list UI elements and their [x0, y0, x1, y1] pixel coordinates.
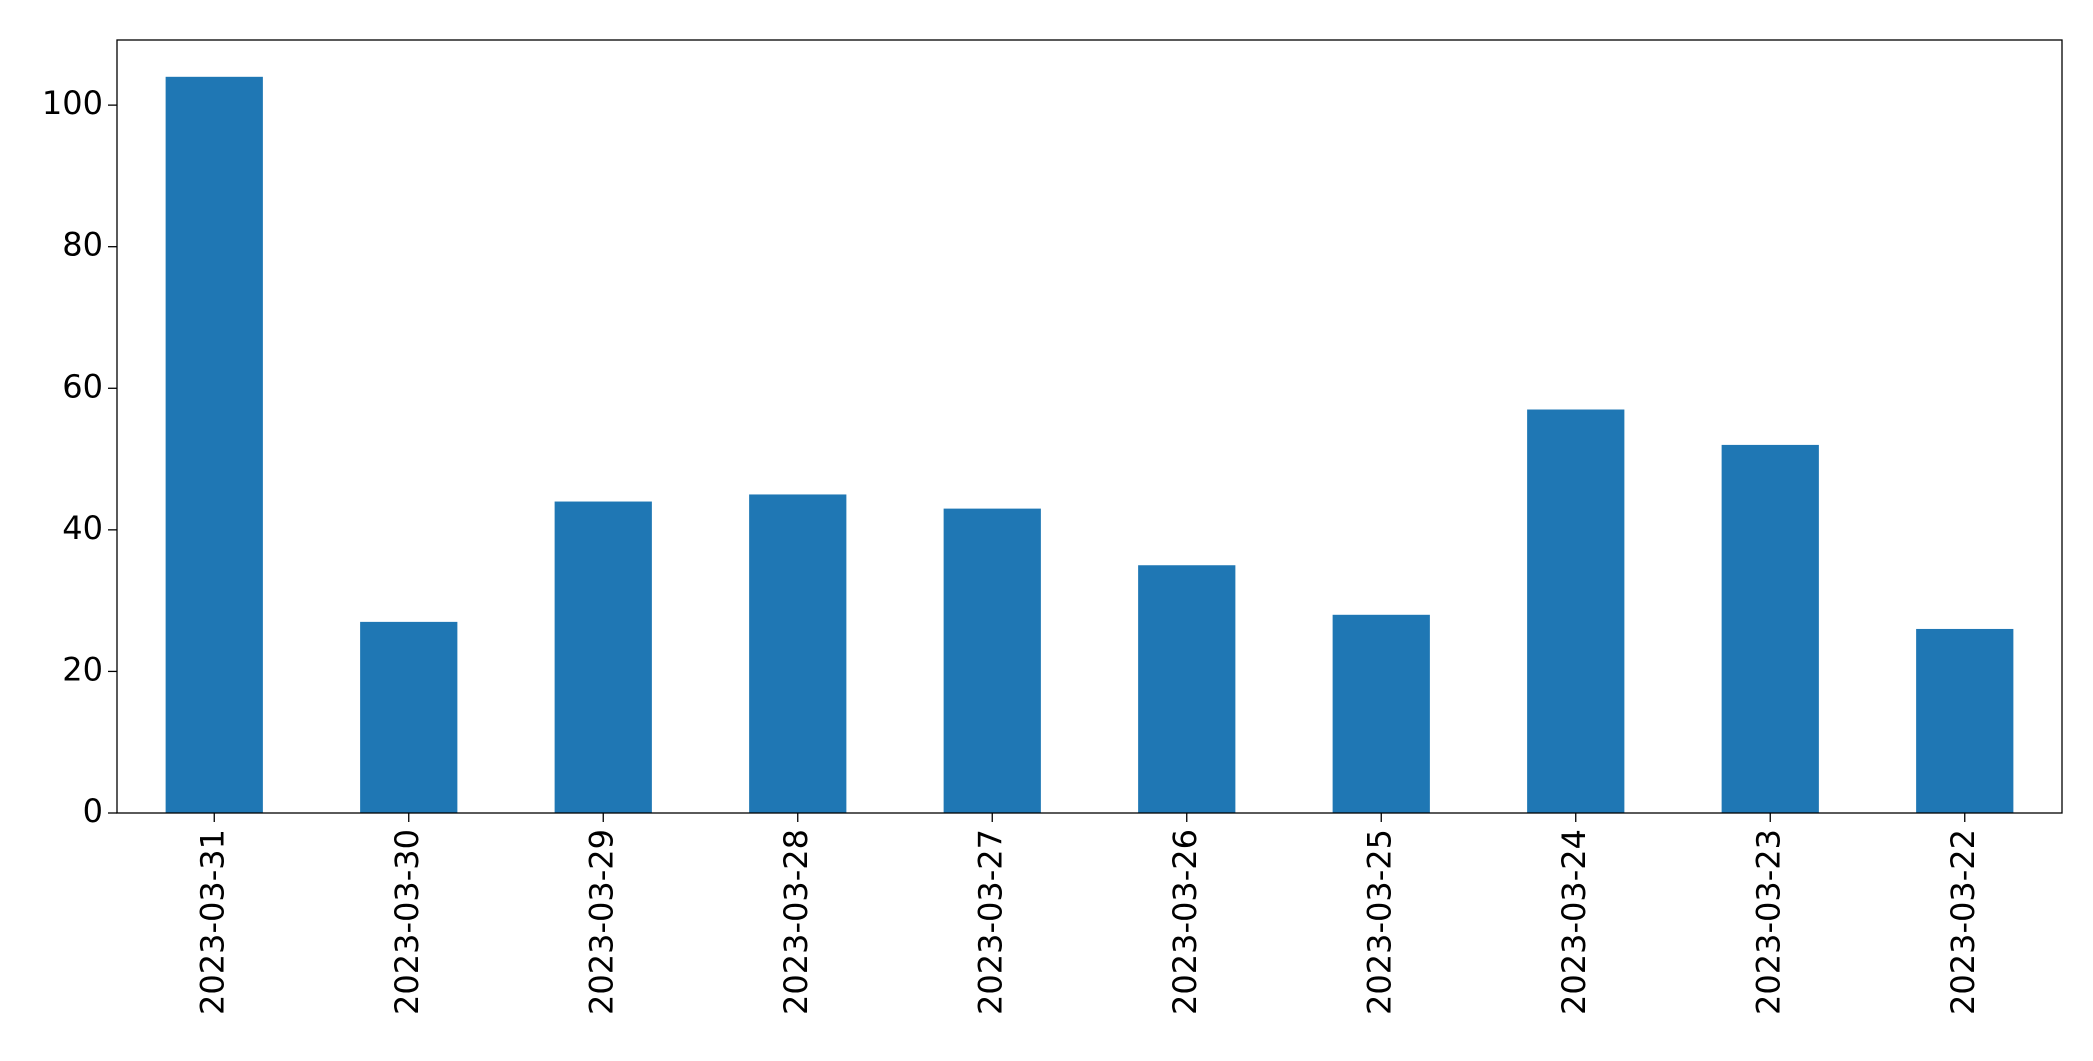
bar — [749, 494, 847, 813]
y-tick-label: 60 — [62, 367, 103, 405]
x-tick-label: 2023-03-26 — [1166, 829, 1204, 1015]
bar — [554, 501, 652, 813]
y-tick-label: 100 — [42, 84, 103, 122]
x-tick-label: 2023-03-22 — [1944, 829, 1982, 1015]
x-tick-label: 2023-03-27 — [971, 829, 1009, 1015]
x-tick-label: 2023-03-31 — [193, 829, 231, 1015]
bar — [1527, 409, 1625, 813]
x-tick-label: 2023-03-29 — [582, 829, 620, 1015]
x-tick-label: 2023-03-28 — [777, 829, 815, 1015]
bar — [360, 621, 458, 813]
bar — [1138, 565, 1236, 813]
y-tick-label: 0 — [83, 792, 103, 830]
y-tick-label: 80 — [62, 226, 103, 264]
bar — [1916, 628, 2014, 813]
x-tick-label: 2023-03-24 — [1555, 829, 1593, 1015]
x-tick-label: 2023-03-25 — [1360, 829, 1398, 1015]
bar — [943, 508, 1041, 813]
y-tick-label: 40 — [62, 509, 103, 547]
bar — [1721, 444, 1819, 813]
x-tick-label: 2023-03-23 — [1749, 829, 1787, 1015]
plot-frame — [116, 39, 2063, 814]
x-tick-label: 2023-03-30 — [388, 829, 426, 1015]
y-tick-label: 20 — [62, 650, 103, 688]
bar — [1332, 614, 1430, 813]
bar — [165, 76, 263, 814]
